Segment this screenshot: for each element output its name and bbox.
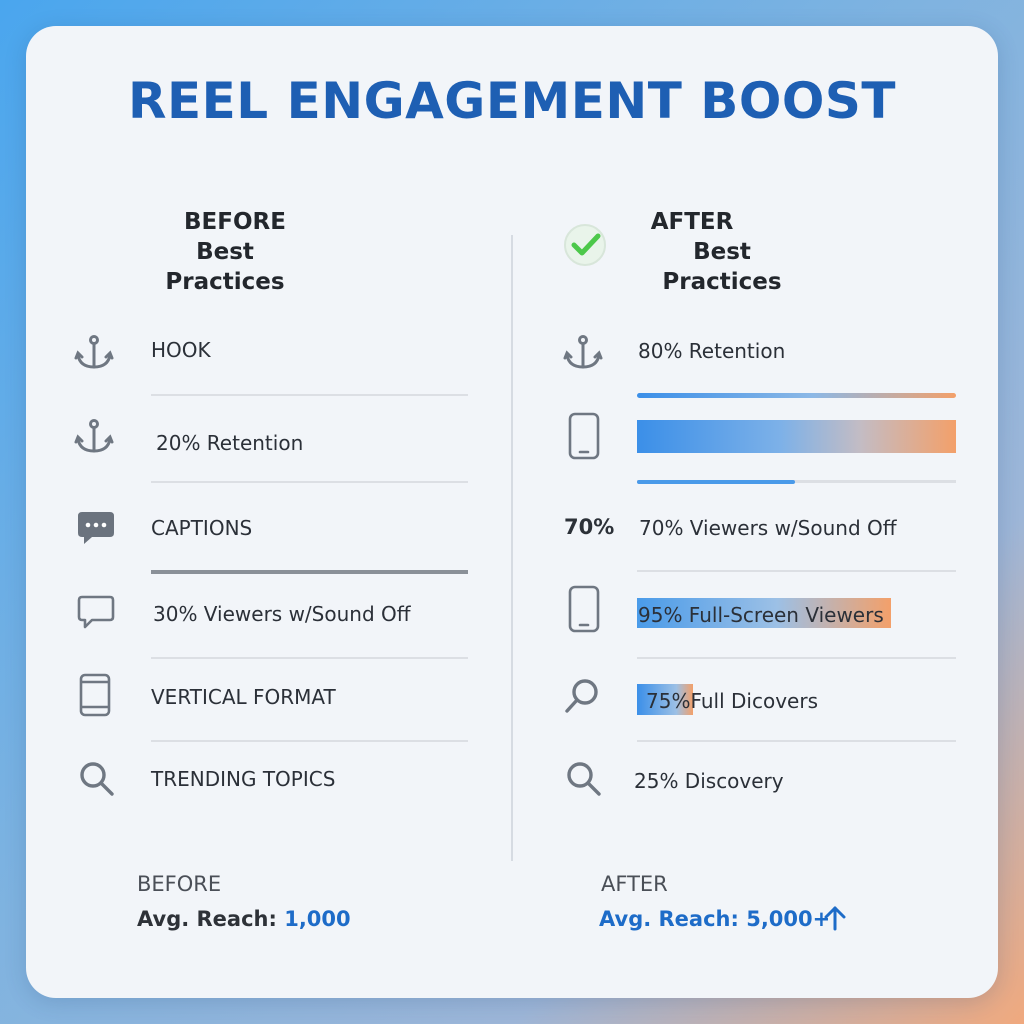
smartphone-icon: [567, 412, 601, 460]
after-row-4-label: 95% Full-Screen Viewers: [638, 603, 884, 627]
before-row-2-rule: [151, 481, 468, 483]
magnifier-icon: [78, 760, 116, 798]
before-heading: BEFORE Best Practices: [137, 207, 313, 297]
after-summary-label: AFTER: [601, 872, 668, 896]
tablet-icon: [78, 673, 112, 717]
before-summary-label: BEFORE: [137, 872, 222, 896]
after-row-4-rule: [637, 657, 956, 659]
after-row-5-rule: [637, 740, 956, 742]
page-title: REEL ENGAGEMENT BOOST: [127, 72, 897, 130]
after-row-5-label: 75%Full Dicovers: [646, 689, 818, 713]
smartphone-icon: [567, 585, 601, 633]
after-heading: AFTER Best Practices: [634, 207, 810, 297]
up-arrow-icon: [821, 904, 849, 932]
column-divider: [511, 235, 513, 861]
after-row-3-rule: [637, 570, 956, 572]
anchor-icon: [563, 333, 603, 373]
magnifier-icon: [565, 760, 603, 798]
before-row-4-rule: [151, 657, 468, 659]
before-reach-value: 1,000: [284, 907, 351, 931]
magnifier-icon: [563, 677, 601, 715]
before-row-1-rule: [151, 394, 468, 396]
after-row-1-label: 80% Retention: [638, 339, 786, 363]
chat-bubble-filled-icon: [76, 509, 116, 547]
before-row-5-rule: [151, 740, 468, 742]
before-heading-line1: BEFORE: [184, 209, 286, 235]
after-row-2-progress: [637, 480, 795, 484]
after-row-5-text: Full Dicovers: [690, 689, 818, 713]
after-reach: Avg. Reach: 5,000+: [599, 907, 830, 931]
after-75-bar: [637, 684, 693, 715]
before-reach-label: Avg. Reach:: [137, 907, 277, 931]
before-row-3-rule: [151, 570, 468, 574]
before-reach: Avg. Reach: 1,000: [137, 907, 351, 931]
check-circle-icon: [562, 222, 608, 268]
after-row-5-pct: 75%: [646, 689, 691, 713]
before-row-3-label: CAPTIONS: [151, 516, 253, 540]
anchor-icon: [74, 333, 114, 373]
after-row-2-rule: [637, 480, 956, 483]
after-heading-line1: AFTER: [650, 209, 734, 235]
after-reach-label: Avg. Reach: 5,000+: [599, 907, 831, 931]
after-row-3-label: 70% Viewers w/Sound Off: [639, 516, 897, 540]
after-heading-line2: Best Practices: [662, 239, 782, 295]
after-row-6-label: 25% Discovery: [634, 769, 784, 793]
before-row-2-label: 20% Retention: [156, 431, 304, 455]
before-heading-line2: Best Practices: [165, 239, 285, 295]
chat-bubble-outline-icon: [76, 594, 116, 632]
before-row-4-label: 30% Viewers w/Sound Off: [153, 602, 411, 626]
after-95-bar: [637, 598, 891, 628]
after-fullscreen-bar: [637, 420, 956, 453]
before-row-6-label: TRENDING TOPICS: [151, 767, 336, 791]
before-row-1-label: HOOK: [151, 338, 211, 362]
after-retention-bar: [637, 393, 956, 398]
percent-text-icon: 70%: [564, 515, 615, 539]
before-row-5-label: VERTICAL FORMAT: [151, 685, 336, 709]
anchor-icon: [74, 417, 114, 457]
